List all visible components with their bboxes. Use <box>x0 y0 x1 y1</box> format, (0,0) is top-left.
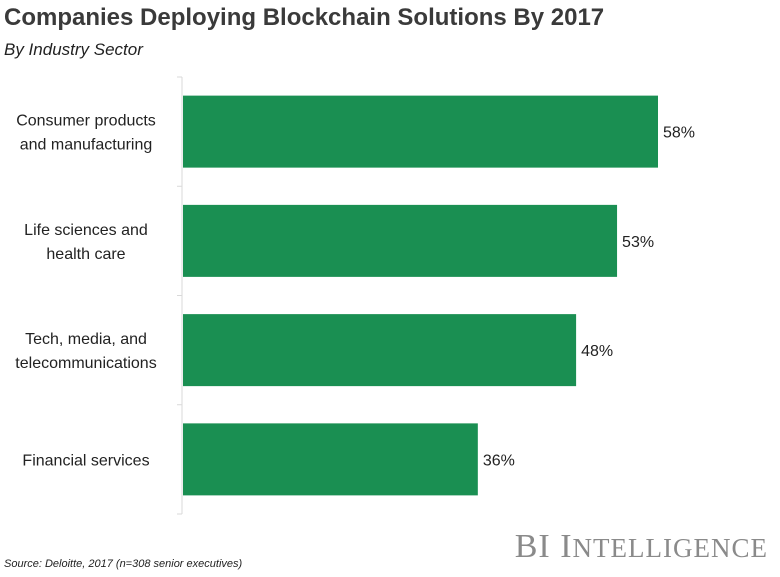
category-label: and manufacturing <box>20 137 153 154</box>
chart-subtitle: By Industry Sector <box>4 40 143 59</box>
chart-title: Companies Deploying Blockchain Solutions… <box>4 4 605 31</box>
category-label: telecommunications <box>15 355 156 372</box>
data-label: 36% <box>483 452 515 469</box>
bar <box>183 314 577 387</box>
bi-intelligence-logo: BI INTELLIGENCE <box>514 528 768 565</box>
category-label: Life sciences and <box>24 222 148 239</box>
data-label: 48% <box>581 343 613 360</box>
bar <box>183 204 618 277</box>
bar <box>183 423 478 496</box>
data-label: 58% <box>663 125 695 142</box>
bar <box>183 95 658 168</box>
category-label: Financial services <box>22 452 149 469</box>
category-label: Consumer products <box>16 113 156 130</box>
category-label: Tech, media, and <box>25 331 147 348</box>
category-label: health care <box>46 246 125 263</box>
source-note: Source: Deloitte, 2017 (n=308 senior exe… <box>4 558 243 570</box>
data-label: 53% <box>622 234 654 251</box>
